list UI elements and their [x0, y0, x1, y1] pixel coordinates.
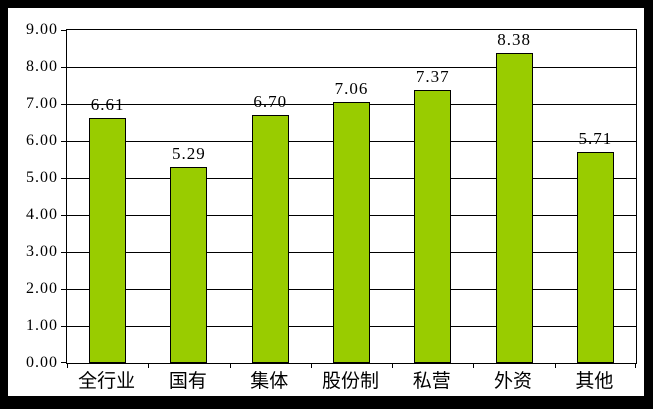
y-tick-label: 8.00	[26, 58, 58, 75]
gridline	[67, 67, 636, 68]
x-axis-tick	[555, 363, 556, 368]
x-axis-tick	[635, 363, 636, 368]
y-tick-label: 4.00	[26, 206, 58, 223]
y-axis-tick	[61, 178, 67, 179]
y-tick-label: 7.00	[26, 95, 58, 112]
x-axis-tick	[230, 363, 231, 368]
x-axis-tick	[392, 363, 393, 368]
y-axis-tick	[61, 215, 67, 216]
bar	[89, 118, 127, 363]
plot-area: 6.61 5.29 6.70 7.06 7.37 8.38 5.71	[61, 29, 637, 368]
x-category-label: 外资	[494, 371, 533, 392]
y-tick-label: 3.00	[26, 243, 58, 260]
x-category-label: 集体	[250, 371, 289, 392]
x-axis-tick	[67, 363, 68, 368]
y-axis-tick	[61, 104, 67, 105]
bar	[576, 151, 614, 363]
bar-value-label: 7.37	[415, 67, 450, 87]
y-tick-label: 0.00	[26, 354, 58, 371]
y-axis-tick	[61, 67, 67, 68]
bar	[495, 52, 533, 363]
x-category-label: 私营	[412, 371, 451, 392]
x-axis-tick	[148, 363, 149, 368]
y-axis-tick	[61, 326, 67, 327]
x-category-label: 其他	[575, 371, 614, 392]
x-category-label: 股份制	[321, 371, 379, 392]
y-axis-tick	[61, 141, 67, 142]
y-axis-tick	[61, 289, 67, 290]
y-tick-label: 1.00	[26, 317, 58, 334]
bar	[170, 167, 208, 363]
y-tick-label: 2.00	[26, 280, 58, 297]
bar-value-label: 6.61	[90, 95, 125, 115]
x-category-label: 国有	[168, 371, 207, 392]
bar-value-label: 6.70	[253, 92, 288, 112]
y-axis-tick	[61, 30, 67, 31]
bar	[333, 101, 370, 363]
x-axis-tick	[311, 363, 312, 368]
y-tick-label: 9.00	[26, 21, 58, 38]
x-category-label: 全行业	[78, 371, 136, 392]
bar-value-label: 5.71	[578, 128, 613, 148]
bar-value-label: 7.06	[334, 78, 369, 98]
y-axis-tick	[61, 252, 67, 253]
bar	[414, 90, 452, 363]
y-tick-label: 6.00	[26, 132, 58, 149]
bar-value-label: 8.38	[497, 29, 531, 49]
chart-canvas: 0.00 1.00 2.00 3.00 4.00 5.00 6.00 7.00 8.00 9.00…	[8, 8, 644, 396]
bar	[251, 115, 289, 363]
x-axis-tick	[473, 363, 474, 368]
y-tick-label: 5.00	[26, 169, 58, 186]
bar-value-label: 5.29	[172, 144, 206, 164]
y-axis-tick	[61, 362, 67, 363]
